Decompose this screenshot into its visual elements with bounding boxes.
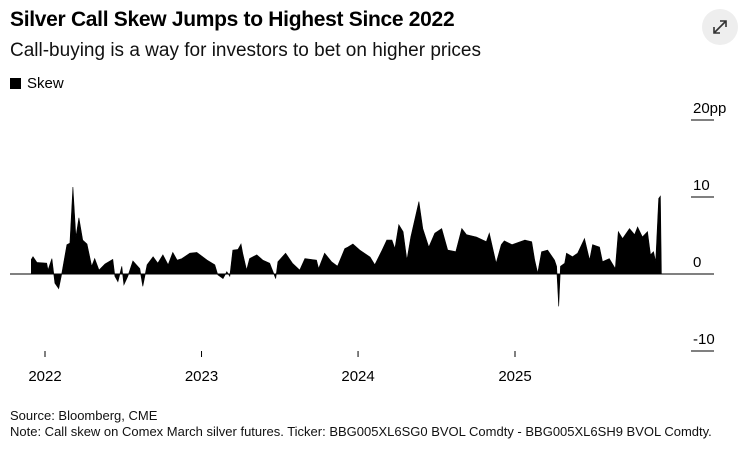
legend-label-skew: Skew bbox=[27, 75, 64, 92]
y-tick-label: 0 bbox=[693, 254, 701, 271]
chart: 20pp 10 0 -10 2022 2023 2024 2025 bbox=[10, 100, 726, 385]
x-tick-label: 2025 bbox=[498, 368, 531, 385]
legend: Skew bbox=[10, 75, 64, 92]
y-tick-label: 10 bbox=[693, 177, 710, 194]
chart-title: Silver Call Skew Jumps to Highest Since … bbox=[10, 8, 455, 31]
legend-swatch-skew bbox=[10, 78, 21, 89]
skew-area bbox=[31, 186, 662, 307]
footer: Source: Bloomberg, CME Note: Call skew o… bbox=[10, 408, 740, 439]
chart-subtitle: Call-buying is a way for investors to be… bbox=[10, 40, 482, 61]
y-tick-label: -10 bbox=[693, 331, 715, 348]
y-tick-label: 20pp bbox=[693, 100, 726, 117]
x-tick-label: 2024 bbox=[341, 368, 374, 385]
expand-arrows-icon bbox=[713, 20, 727, 34]
expand-button[interactable] bbox=[702, 9, 738, 45]
x-tick-label: 2023 bbox=[185, 368, 218, 385]
methodology-note: Note: Call skew on Comex March silver fu… bbox=[10, 423, 712, 439]
x-tick-label: 2022 bbox=[28, 368, 61, 385]
source-note: Source: Bloomberg, CME bbox=[10, 408, 158, 423]
